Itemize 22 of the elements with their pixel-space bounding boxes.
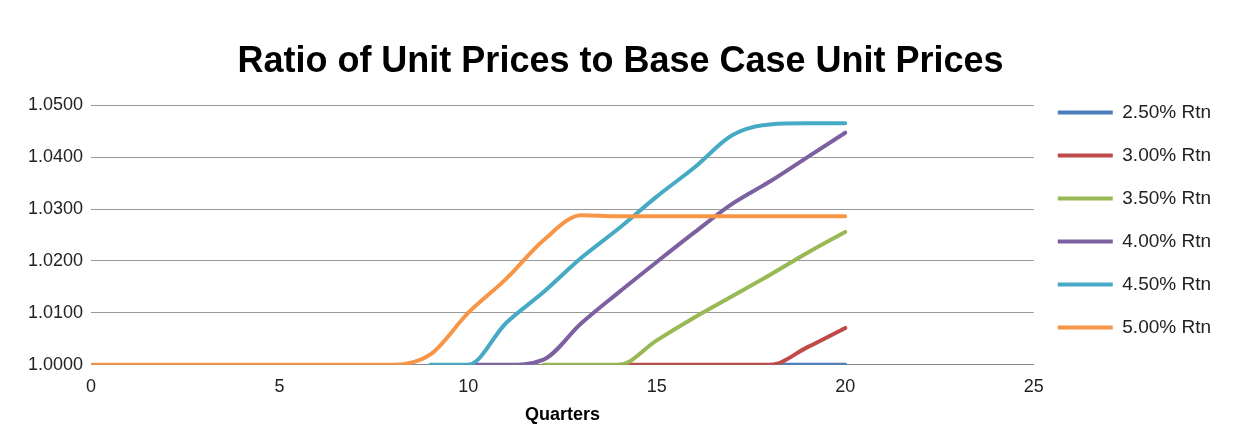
y-tick-label: 1.0000: [27, 353, 84, 374]
x-tick-label: 0: [86, 375, 97, 396]
x-axis-title: Quarters: [524, 404, 600, 425]
x-tick-label: 5: [274, 375, 285, 396]
legend-label: 3.00% Rtn: [1122, 143, 1212, 165]
legend-label: 3.50% Rtn: [1122, 186, 1212, 208]
y-tick-label: 1.0400: [27, 146, 84, 167]
legend-label: 5.00% Rtn: [1122, 315, 1212, 337]
legend-label: 4.50% Rtn: [1122, 272, 1212, 294]
x-tick-label: 20: [835, 375, 856, 396]
y-tick-label: 1.0300: [27, 198, 84, 219]
y-tick-label: 1.0500: [27, 94, 84, 115]
legend-label: 2.50% Rtn: [1122, 100, 1212, 122]
chart-title: Ratio of Unit Prices to Base Case Unit Prices: [237, 38, 1004, 80]
x-tick-label: 10: [458, 375, 479, 396]
y-tick-label: 1.0100: [27, 301, 84, 322]
x-tick-label: 25: [1023, 375, 1044, 396]
line-series: [541, 229, 848, 365]
y-tick-label: 1.0200: [27, 249, 84, 270]
line-series: [91, 213, 848, 365]
legend-label: 4.00% Rtn: [1122, 229, 1212, 251]
x-tick-label: 15: [646, 375, 667, 396]
